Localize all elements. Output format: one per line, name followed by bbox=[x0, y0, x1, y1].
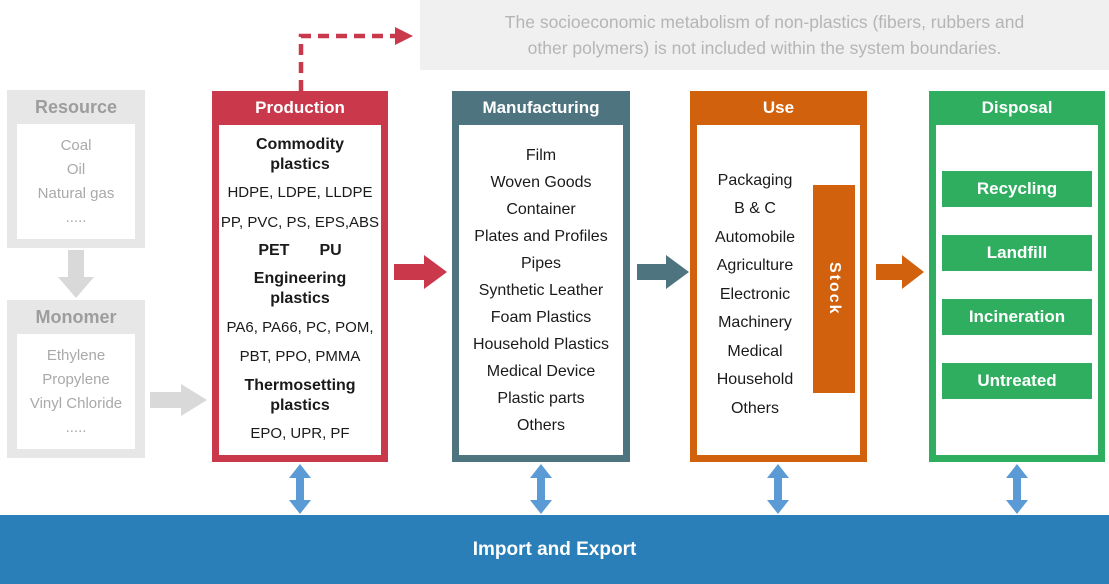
list-item: Ethylene bbox=[46, 346, 106, 364]
list-item: Oil bbox=[66, 160, 86, 178]
stock-box: Stock bbox=[813, 185, 855, 393]
incineration-button: Incineration bbox=[942, 299, 1092, 335]
production-to-note-dashed-arrowhead-icon bbox=[395, 27, 413, 45]
list-item: Plastic parts bbox=[497, 389, 585, 407]
list-item: Vinyl Chloride bbox=[29, 394, 123, 412]
production-to-manufacturing-arrow-icon bbox=[394, 255, 447, 289]
list-item: B & C bbox=[734, 200, 776, 218]
list-item: Synthetic Leather bbox=[478, 281, 604, 299]
thermosetting-plastics-line: EPO, UPR, PF bbox=[250, 425, 350, 443]
resource-box: Resource Coal Oil Natural gas ..... bbox=[7, 90, 145, 248]
monomer-item-list: Ethylene Propylene Vinyl Chloride ..... bbox=[17, 334, 135, 449]
commodity-plastics-line: HDPE, LDPE, LLDPE bbox=[227, 184, 373, 202]
manufacturing-to-use-arrow-icon bbox=[637, 255, 689, 289]
disposal-title: Disposal bbox=[981, 98, 1053, 117]
list-item: Film bbox=[525, 146, 557, 164]
list-item: Foam Plastics bbox=[490, 308, 592, 326]
production-box: Production Commodity plastics HDPE, LDPE… bbox=[212, 91, 388, 462]
list-item: Plates and Profiles bbox=[474, 227, 608, 245]
list-item: Electronic bbox=[719, 285, 791, 303]
untreated-button: Untreated bbox=[942, 363, 1092, 399]
list-item: Medical bbox=[727, 342, 783, 360]
list-item: Others bbox=[516, 416, 565, 434]
resource-title: Resource bbox=[34, 96, 118, 117]
resource-to-monomer-arrow-icon bbox=[58, 250, 94, 298]
list-item: Pipes bbox=[520, 254, 562, 272]
list-item: Container bbox=[506, 200, 576, 218]
monomer-to-production-arrow-icon bbox=[150, 384, 207, 416]
monomer-title: Monomer bbox=[35, 306, 117, 327]
list-item: Machinery bbox=[718, 314, 792, 332]
disposal-body: Recycling Landfill Incineration Untreate… bbox=[936, 125, 1098, 455]
use-item-list: Packaging B & C Automobile Agriculture E… bbox=[697, 130, 813, 460]
manufacturing-title: Manufacturing bbox=[482, 98, 600, 117]
production-title: Production bbox=[255, 98, 345, 117]
stock-label: Stock bbox=[826, 262, 843, 316]
landfill-button: Landfill bbox=[942, 235, 1092, 271]
list-item: ..... bbox=[65, 418, 87, 436]
note-line: other polymers) is not included within t… bbox=[527, 38, 1002, 58]
list-item: Packaging bbox=[717, 171, 793, 189]
list-item: Agriculture bbox=[716, 257, 794, 275]
engineering-plastics-heading: Engineering plastics bbox=[253, 269, 347, 307]
note-line: The socioeconomic metabolism of non-plas… bbox=[504, 12, 1025, 32]
resource-item-list: Coal Oil Natural gas ..... bbox=[17, 124, 135, 239]
list-item: Coal bbox=[60, 136, 92, 154]
recycling-button: Recycling bbox=[942, 171, 1092, 207]
engineering-plastics-line: PBT, PPO, PMMA bbox=[239, 348, 361, 366]
pu-label: PU bbox=[319, 242, 342, 260]
list-item: Medical Device bbox=[486, 362, 596, 380]
commodity-plastics-heading: Commodity plastics bbox=[256, 135, 344, 173]
list-item: Household bbox=[716, 371, 794, 389]
manufacturing-item-list: Film Woven Goods Container Plates and Pr… bbox=[459, 125, 623, 455]
list-item: Natural gas bbox=[37, 184, 115, 202]
manufacturing-import-export-arrow-icon bbox=[530, 464, 552, 514]
list-item: Automobile bbox=[714, 228, 796, 246]
list-item: Woven Goods bbox=[490, 173, 592, 191]
production-to-note-dashed-arrow-icon bbox=[298, 33, 395, 91]
system-boundary-note: The socioeconomic metabolism of non-plas… bbox=[420, 0, 1109, 70]
manufacturing-box: Manufacturing Film Woven Goods Container… bbox=[452, 91, 630, 462]
disposal-box: Disposal Recycling Landfill Incineration… bbox=[929, 91, 1105, 462]
list-item: Others bbox=[730, 399, 779, 417]
use-to-disposal-arrow-icon bbox=[876, 255, 924, 289]
monomer-box: Monomer Ethylene Propylene Vinyl Chlorid… bbox=[7, 300, 145, 458]
list-item: ..... bbox=[65, 208, 87, 226]
list-item: Household Plastics bbox=[472, 335, 610, 353]
import-export-bar: Import and Export bbox=[0, 515, 1109, 584]
commodity-plastics-line: PP, PVC, PS, EPS,ABS bbox=[220, 213, 380, 231]
disposal-import-export-arrow-icon bbox=[1006, 464, 1028, 514]
import-export-label: Import and Export bbox=[472, 538, 637, 560]
thermosetting-plastics-heading: Thermosetting plastics bbox=[244, 376, 356, 414]
use-title: Use bbox=[762, 98, 795, 117]
use-import-export-arrow-icon bbox=[767, 464, 789, 514]
pet-label: PET bbox=[258, 242, 290, 260]
pet-pu-row: PET PU bbox=[258, 241, 341, 261]
list-item: Propylene bbox=[42, 370, 110, 388]
engineering-plastics-line: PA6, PA66, PC, POM, bbox=[226, 318, 374, 336]
production-import-export-arrow-icon bbox=[289, 464, 311, 514]
production-body: Commodity plastics HDPE, LDPE, LLDPE PP,… bbox=[219, 125, 381, 455]
